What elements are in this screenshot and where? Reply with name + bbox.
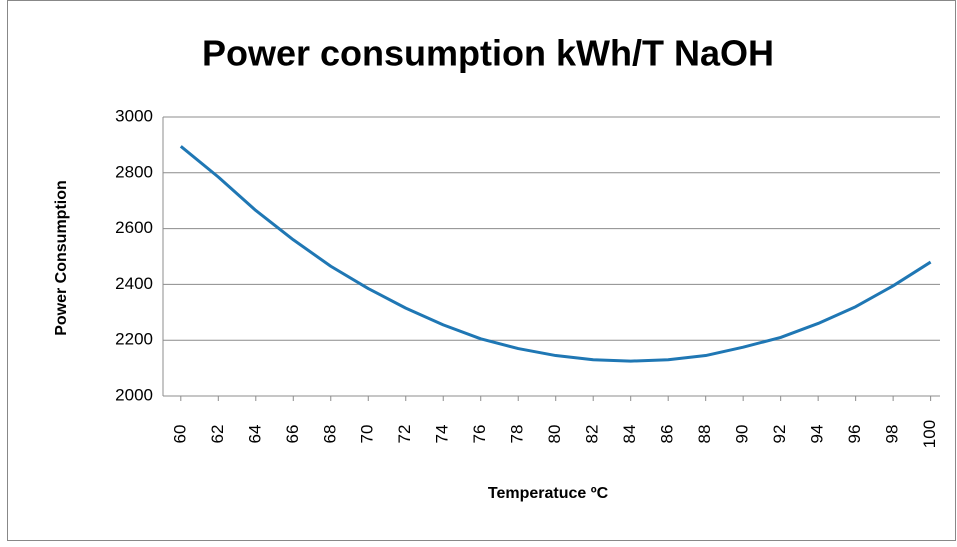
line [179, 145, 932, 363]
x-tick-label: 80 [545, 425, 564, 444]
x-tick-label: 92 [770, 425, 789, 444]
chart-border [7, 0, 956, 541]
x-tick-label: 96 [845, 425, 864, 444]
x-tick-label: 66 [283, 425, 302, 444]
y-tick-label: 2200 [115, 330, 153, 349]
x-tick-label: 74 [433, 425, 452, 444]
x-tick-label: 84 [620, 425, 639, 444]
x-tick-label: 72 [395, 425, 414, 444]
x-axis-label: Temperatuce ºC [488, 485, 609, 502]
chart-title: Power consumption kWh/T NaOH [202, 33, 774, 74]
x-tick-label: 88 [695, 425, 714, 444]
x-tick-label: 68 [320, 425, 339, 444]
x-tick-label: 78 [508, 425, 527, 444]
x-tick-label: 98 [883, 425, 902, 444]
x-tick-label: 82 [583, 425, 602, 444]
x-tick-label: 62 [208, 425, 227, 444]
x-tick-label: 90 [733, 425, 752, 444]
x-tick-label: 64 [245, 425, 264, 444]
y-tick-label: 3000 [115, 106, 153, 125]
y-tick-label: 2400 [115, 274, 153, 293]
y-tick-label: 2000 [115, 385, 153, 404]
y-axis-label: Power Consumption [53, 180, 70, 336]
x-tick-label: 70 [358, 425, 377, 444]
x-tick-label: 76 [470, 425, 489, 444]
x-tick-label: 60 [170, 425, 189, 444]
y-tick-label: 2600 [115, 218, 153, 237]
x-tick-label: 94 [808, 425, 827, 444]
x-tick-label: 86 [658, 425, 677, 444]
y-tick-label: 2800 [115, 162, 153, 181]
x-tick-label: 100 [920, 420, 939, 448]
